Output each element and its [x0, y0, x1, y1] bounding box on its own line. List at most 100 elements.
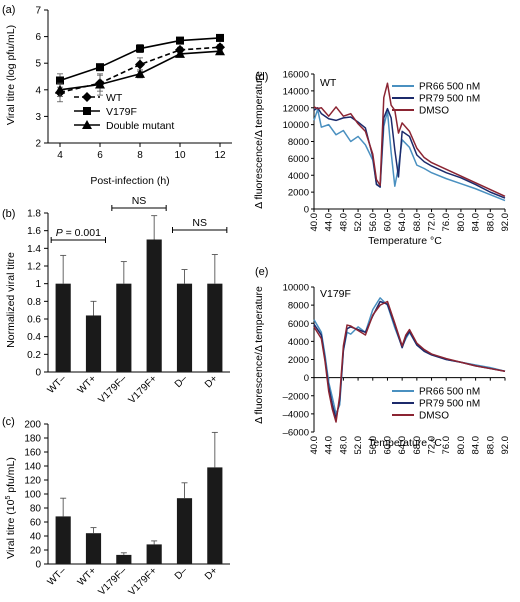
panel-e-ytick-label: 0 [304, 373, 309, 384]
panel-b-ylabel: Normalized viral titre [5, 252, 17, 348]
panel-b-bar [116, 283, 132, 372]
panel-d-xtick-label: 40.0 [309, 213, 320, 232]
panel-b-ytick-label: 1.4 [27, 244, 41, 255]
panel-d-series-line-2 [313, 82, 506, 198]
panel-b-category-label: V179F+ [127, 373, 160, 406]
panel-a-point [215, 46, 225, 56]
panel-a-ytick-label: 3 [35, 112, 41, 123]
panel-d-ytick-label: 14000 [283, 86, 309, 97]
panel-b-ytick-label: 1.2 [27, 262, 41, 273]
panel-c-bar [116, 554, 132, 564]
panel-a-xtick-label: 12 [214, 150, 226, 161]
panel-e-ytick-label: 2000 [288, 355, 309, 366]
panel-a-point [96, 63, 104, 72]
panel-d-xtick-label: 76.0 [441, 213, 452, 232]
panel-a-legend-label: WT [106, 92, 123, 104]
panel-a-ytick-label: 7 [35, 6, 41, 17]
panel-b-annotation-italic: P [56, 227, 63, 239]
panel-a-xtick-label: 4 [57, 150, 63, 161]
panel-a-xtick-label: 6 [97, 150, 103, 161]
panel-e-xtick-label: 52.0 [353, 436, 364, 455]
panel-b-ytick-label: 0.8 [27, 297, 41, 308]
panel-d-xtick-label: 44.0 [324, 213, 335, 232]
panel-b-ytick-label: 0.4 [27, 332, 41, 343]
panel-d-ytick-label: 0 [304, 205, 309, 216]
panel-b-annotation-label: NS [192, 217, 207, 229]
panel-c-ytick-label: 80 [30, 504, 42, 515]
panel-a-legend-label: Double mutant [106, 120, 174, 132]
panel-d-ytick-label: 12000 [283, 103, 309, 114]
panel-e-ytick-label: 10000 [283, 283, 309, 294]
panel-e-xtick-label: 72.0 [427, 436, 438, 455]
panel-a-point [175, 48, 185, 58]
panel-d-ylabel: Δ fluorescence/Δ temperature [253, 71, 265, 209]
panel-d-ytick-label: 10000 [283, 120, 309, 131]
panel-label-e: (e) [255, 266, 268, 278]
panel-c-category-label: V179F– [96, 565, 129, 598]
panel-b-category-label: WT– [46, 373, 69, 396]
panel-d-xtick-label: 88.0 [485, 213, 496, 232]
panel-d-xtick-label: 84.0 [471, 213, 482, 232]
panel-b-ytick-label: 0.2 [27, 350, 41, 361]
panel-e-xtick-label: 60.0 [382, 436, 393, 455]
panel-a-legend-label: V179F [106, 106, 137, 118]
panel-e-xlabel: Temperature °C [368, 437, 442, 449]
panel-b-bar [146, 239, 162, 372]
panel-c-category-label: D+ [203, 565, 220, 582]
panel-d-xtick-label: 60.0 [382, 213, 393, 232]
panel-a-point [135, 68, 145, 78]
panel-c-bar [176, 498, 193, 564]
panel-b-annotation-text: = 0.001 [63, 227, 101, 239]
panel-e-legend-label: PR66 500 nM [419, 387, 480, 398]
panel-d-ytick-label: 8000 [288, 137, 309, 148]
panel-d-xtick-label: 48.0 [338, 213, 349, 232]
panel-c-ytick-label: 200 [24, 420, 41, 431]
panel-e-ytick-label: –6000 [283, 428, 309, 439]
panel-b-category-label: V179F– [96, 373, 129, 406]
panel-a-ytick-label: 2 [35, 139, 41, 150]
panel-label-a: (a) [2, 4, 15, 16]
panel-d-xtick-label: 52.0 [353, 213, 364, 232]
panel-b-ytick-label: 1.6 [27, 226, 41, 237]
panel-e-legend-label: DMSO [419, 411, 449, 422]
panel-a-ytick-label: 5 [35, 59, 41, 70]
panel-d-series-line-1 [313, 107, 506, 199]
panel-b-category-label: WT+ [76, 373, 99, 396]
panel-a-legend-marker [83, 107, 91, 115]
panel-c-ytick-label: 100 [24, 490, 41, 501]
panel-a-xlabel: Post-infection (h) [90, 175, 169, 187]
panel-c-category-label: WT– [46, 565, 69, 588]
panel-b-bar [176, 283, 193, 372]
panel-c-ytick-label: 60 [30, 518, 42, 529]
panel-a-legend-marker [82, 120, 92, 129]
panel-d-xtick-label: 72.0 [427, 213, 438, 232]
panel-d-ytick-label: 16000 [283, 70, 309, 81]
panel-label-b: (b) [2, 208, 15, 220]
panel-a-point [95, 79, 105, 89]
panel-e-xtick-label: 68.0 [412, 436, 423, 455]
panel-c-ytick-label: 140 [24, 462, 41, 473]
panel-e-series-line-1 [313, 300, 506, 420]
panel-d-xtick-label: 80.0 [456, 213, 467, 232]
panel-a-point [216, 33, 224, 42]
panel-c-ytick-label: 40 [30, 532, 42, 543]
panel-d-xtick-label: 68.0 [412, 213, 423, 232]
panel-e-xtick-label: 92.0 [500, 436, 511, 455]
panel-e-xtick-label: 56.0 [368, 436, 379, 455]
panel-c-plot: 0 20 40 60 80 100 120 140 160 180 200 WT– WT+V179F–V… [24, 420, 230, 598]
panel-c-category-label: D– [173, 565, 190, 582]
panel-b-plot: 0 0.2 0.4 0.6 0.8 1 1.2 1.4 1.6 1.8 WT– WT+V179F–V1… [27, 195, 230, 406]
panel-d-xtick-label: 64.0 [397, 213, 408, 232]
panel-e-inner-label: V179F [320, 288, 351, 300]
panel-c-bar [85, 533, 102, 564]
panel-c-ylabel-sup: 5 [5, 496, 12, 500]
panel-e-series-line-2 [313, 300, 506, 423]
panel-a-legend-marker [82, 92, 92, 102]
panel-d-legend-label: PR66 500 nM [419, 82, 480, 93]
panel-d-plot: 0 2000 4000 6000 8000 10000 12000 14000 16000 40.… [283, 70, 511, 232]
panel-label-d: (d) [255, 71, 268, 83]
panel-c-ylabel-end: pfu/mL) [5, 457, 17, 496]
panel-c-ytick-label: 160 [24, 448, 41, 459]
panel-a-xtick-label: 10 [174, 150, 186, 161]
panel-c-ylabel-main: Viral titre (10 [5, 499, 17, 558]
